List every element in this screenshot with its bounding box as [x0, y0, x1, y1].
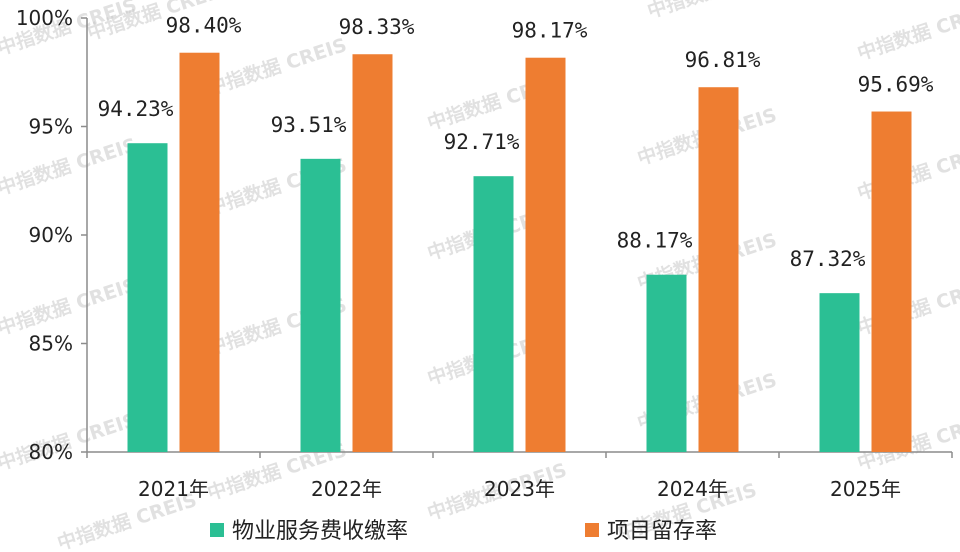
chart-axes	[81, 17, 953, 458]
x-tick-label: 2025年	[830, 477, 901, 501]
bar-collection-rate	[127, 143, 168, 453]
data-label: 98.17%	[512, 19, 588, 43]
legend-swatch	[585, 523, 599, 537]
data-label: 95.69%	[858, 73, 934, 97]
tick-labels: 80% 85% 90% 95% 100% 2021年 2022年 2023年 2024年 2025…	[16, 6, 901, 501]
data-label: 98.33%	[339, 15, 415, 39]
data-label: 96.81%	[685, 48, 761, 72]
bar-retention-rate	[179, 52, 220, 452]
y-tick-label: 80%	[29, 440, 73, 464]
chart-bars	[127, 52, 912, 453]
watermark-text: 中指数据 CREIS	[644, 0, 789, 23]
data-label: 87.32%	[790, 247, 866, 271]
legend-swatch	[210, 523, 224, 537]
bar-retention-rate	[352, 54, 393, 452]
bar-retention-rate	[525, 57, 566, 452]
y-tick-label: 100%	[16, 6, 73, 30]
x-tick-label: 2021年	[138, 477, 209, 501]
y-tick-label: 95%	[29, 115, 73, 139]
data-label: 88.17%	[617, 229, 693, 253]
bar-retention-rate	[698, 87, 739, 453]
data-labels: 94.23% 98.40% 93.51% 98.33% 92.71% 98.17% 88.1…	[98, 14, 934, 271]
x-tick-label: 2022年	[311, 477, 382, 501]
legend-label: 物业服务费收缴率	[232, 519, 408, 544]
bar-collection-rate	[473, 176, 514, 452]
x-tick-label: 2023年	[484, 477, 555, 501]
bar-collection-rate	[300, 158, 341, 452]
y-tick-label: 85%	[29, 332, 73, 356]
bar-collection-rate	[646, 274, 687, 452]
watermark-text: 中指数据 CREIS	[0, 273, 139, 340]
bar-collection-rate	[819, 293, 860, 452]
watermark-text: 中指数据 CREIS	[854, 0, 960, 65]
y-tick-label: 90%	[29, 223, 73, 247]
x-tick-label: 2024年	[657, 477, 728, 501]
data-label: 94.23%	[98, 97, 174, 121]
data-label: 92.71%	[444, 130, 520, 154]
watermark-text: 中指数据 CREIS	[204, 33, 349, 100]
data-label: 98.40%	[166, 14, 242, 38]
legend: 物业服务费收缴率 项目留存率	[210, 519, 717, 544]
data-label: 93.51%	[271, 113, 347, 137]
bar-retention-rate	[871, 111, 912, 452]
legend-label: 项目留存率	[607, 519, 717, 544]
watermark-text: 中指数据 CREIS	[0, 133, 139, 200]
